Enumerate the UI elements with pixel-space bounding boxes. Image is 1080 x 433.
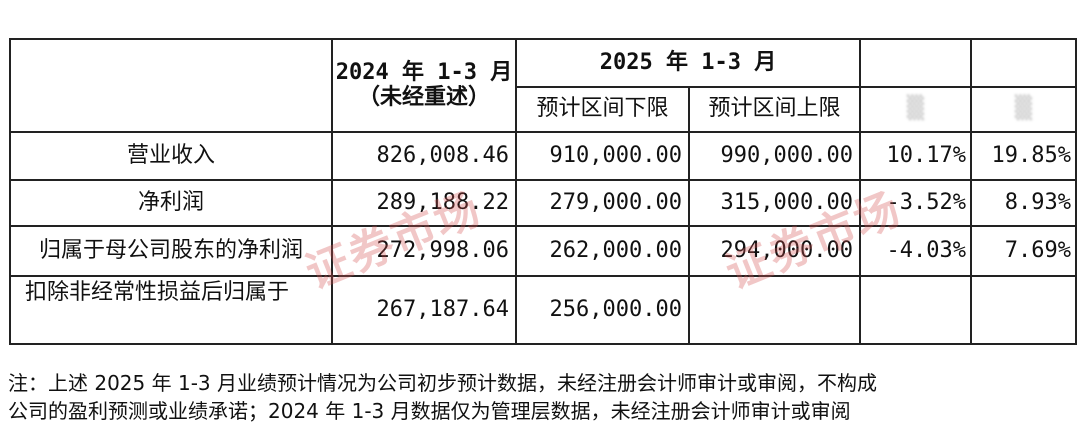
financial-forecast-table: 2024 年 1-3 月 （未经重述） 2025 年 1-3 月 预计区间下限 … <box>9 38 1077 345</box>
header-upper-bound: 预计区间上限 <box>688 86 861 133</box>
header-change-sub-1: ▒ <box>859 86 972 133</box>
header-lower-bound: 预计区间下限 <box>515 86 690 133</box>
row-label: 营业收入 <box>9 131 333 181</box>
row-label: 净利润 <box>9 179 333 227</box>
change-lower: -3.52% <box>859 179 972 227</box>
table-row: 营业收入 826,008.46 910,000.00 990,000.00 10… <box>9 131 1077 181</box>
value-upper: 294,000.00 <box>688 225 861 277</box>
change-upper-obscured <box>970 275 1077 345</box>
footnote-line-2: 公司的盈利预测或业绩承诺；2024 年 1-3 月数据仅为管理层数据，未经注册会… <box>8 399 851 423</box>
row-label: 归属于母公司股东的净利润 <box>9 225 333 277</box>
value-lower: 256,000.00 <box>515 275 690 345</box>
header-2024-title: 2024 年 1-3 月 <box>335 60 513 86</box>
value-2024: 272,998.06 <box>331 225 517 277</box>
table-row: 净利润 289,188.22 279,000.00 315,000.00 -3.… <box>9 179 1077 227</box>
header-2025: 2025 年 1-3 月 <box>515 38 861 88</box>
footnote: 注：上述 2025 年 1-3 月业绩预计情况为公司初步预计数据，未经注册会计师… <box>8 369 1074 425</box>
value-upper: 315,000.00 <box>688 179 861 227</box>
value-lower: 910,000.00 <box>515 131 690 181</box>
value-2024: 267,187.64 <box>331 275 517 345</box>
row-label: 扣除非经常性损益后归属于 <box>9 275 333 345</box>
footnote-line-1: 注：上述 2025 年 1-3 月业绩预计情况为公司初步预计数据，未经注册会计师… <box>8 371 877 395</box>
value-lower: 279,000.00 <box>515 179 690 227</box>
value-upper: 990,000.00 <box>688 131 861 181</box>
header-change-1 <box>859 38 972 88</box>
header-2024-note: （未经重述） <box>357 84 490 110</box>
header-blank-cell <box>9 38 333 133</box>
change-lower-obscured <box>859 275 972 345</box>
change-lower: -4.03% <box>859 225 972 277</box>
change-lower: 10.17% <box>859 131 972 181</box>
value-lower: 262,000.00 <box>515 225 690 277</box>
header-change-sub-2: ▒ <box>970 86 1077 133</box>
value-upper-obscured <box>688 275 861 345</box>
row-label-obscured <box>25 305 330 331</box>
change-upper: 8.93% <box>970 179 1077 227</box>
change-upper: 7.69% <box>970 225 1077 277</box>
value-2024: 826,008.46 <box>331 131 517 181</box>
table-row: 归属于母公司股东的净利润 272,998.06 262,000.00 294,0… <box>9 225 1077 277</box>
header-change-2 <box>970 38 1077 88</box>
change-upper: 19.85% <box>970 131 1077 181</box>
row-label-text: 扣除非经常性损益后归属于 <box>25 280 290 305</box>
value-2024: 289,188.22 <box>331 179 517 227</box>
table-row: 扣除非经常性损益后归属于 267,187.64 256,000.00 <box>9 275 1077 345</box>
header-2024: 2024 年 1-3 月 （未经重述） <box>331 38 517 133</box>
